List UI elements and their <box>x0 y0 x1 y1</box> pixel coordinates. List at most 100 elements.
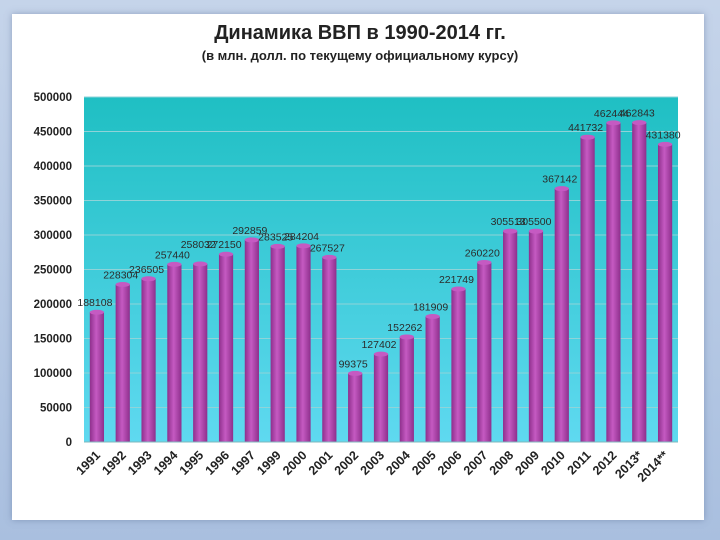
bar <box>606 122 621 443</box>
x-tick-label: 1993 <box>125 448 155 478</box>
y-tick-label: 350000 <box>34 196 72 208</box>
data-label: 441732 <box>568 122 603 134</box>
data-label: 188108 <box>77 297 112 309</box>
data-label: 462843 <box>620 108 655 120</box>
y-tick-label: 400000 <box>34 161 72 173</box>
bar <box>89 312 105 442</box>
x-tick-label: 2011 <box>565 448 594 477</box>
bar-top <box>244 237 259 243</box>
bar-top <box>373 351 389 357</box>
x-tick-label: 2009 <box>513 448 543 478</box>
bar-top <box>322 254 337 260</box>
y-tick-label: 150000 <box>34 334 72 346</box>
bar-top <box>606 120 621 126</box>
bar-top <box>503 228 518 234</box>
bar <box>503 231 518 442</box>
y-tick-label: 500000 <box>34 92 72 104</box>
data-label: 462444 <box>594 108 629 120</box>
x-tick-label: 1991 <box>73 448 103 478</box>
x-tick-label: 2007 <box>461 448 491 478</box>
x-tick-label: 1996 <box>203 448 233 478</box>
bar <box>657 144 673 443</box>
bar <box>399 336 414 442</box>
data-label: 305500 <box>516 216 551 228</box>
x-tick-label: 2005 <box>409 448 439 478</box>
data-label: 127402 <box>361 339 396 351</box>
bar-top <box>89 309 105 315</box>
x-tick-label: 2001 <box>306 448 336 478</box>
chart-subtitle: (в млн. долл. по текущему официальному к… <box>201 48 519 63</box>
data-label: 152262 <box>387 322 422 334</box>
x-tick-label: 1997 <box>228 448 258 478</box>
data-label: 257440 <box>155 249 190 261</box>
x-tick-label: 2000 <box>280 448 310 478</box>
bar-top <box>425 313 440 319</box>
bar <box>425 316 440 442</box>
x-tick-label: 2003 <box>358 448 388 478</box>
bar-top <box>580 134 595 140</box>
x-tick-label: 1994 <box>151 448 181 478</box>
data-label: 305513 <box>491 216 526 228</box>
bar-top <box>528 228 544 234</box>
bar-top <box>399 334 414 340</box>
bar <box>477 262 492 442</box>
data-label: 236505 <box>129 264 164 276</box>
bar <box>115 284 130 442</box>
bar-top <box>657 141 673 147</box>
bar-top <box>348 370 363 376</box>
y-tick-label: 100000 <box>34 368 72 380</box>
bar <box>167 264 182 442</box>
bar <box>141 278 156 442</box>
bar-top <box>296 243 311 249</box>
y-tick-label: 250000 <box>34 265 72 277</box>
bar <box>348 373 363 442</box>
data-label: 181909 <box>413 301 448 313</box>
bar <box>580 137 595 442</box>
bar <box>270 246 285 442</box>
bar-top <box>193 261 208 267</box>
bar <box>632 122 647 442</box>
data-label: 258032 <box>181 239 216 251</box>
y-tick-label: 0 <box>66 437 72 449</box>
bar <box>528 231 544 442</box>
data-label: 272150 <box>207 239 242 251</box>
bar <box>322 257 337 442</box>
data-label: 267527 <box>310 242 345 254</box>
bar <box>296 245 311 442</box>
bar <box>554 188 569 442</box>
bar-top <box>218 251 234 257</box>
data-label: 260220 <box>465 247 500 259</box>
x-tick-label: 1995 <box>177 448 207 478</box>
bar <box>373 354 389 442</box>
bar-top <box>115 281 130 287</box>
bar <box>244 239 259 442</box>
x-tick-label: 2008 <box>487 448 517 478</box>
bar <box>193 263 208 442</box>
chart-title: Динамика ВВП в 1990-2014 гг. <box>214 22 506 44</box>
bar-top <box>451 286 466 292</box>
x-tick-label: 1992 <box>99 448 129 478</box>
bar <box>451 288 466 442</box>
x-tick-label: 2006 <box>435 448 465 478</box>
data-label: 228304 <box>103 269 138 281</box>
x-tick-label: 1999 <box>254 448 284 478</box>
data-label: 221749 <box>439 274 474 286</box>
x-tick-label: 2002 <box>332 448 362 478</box>
data-label: 284204 <box>284 231 319 243</box>
bar-top <box>270 243 285 249</box>
data-label: 283525 <box>258 231 293 243</box>
bar-top <box>141 276 156 282</box>
y-tick-label: 50000 <box>40 403 72 415</box>
bar <box>218 254 234 442</box>
data-label: 99375 <box>339 358 368 370</box>
data-label: 367142 <box>542 174 577 186</box>
x-tick-label: 2010 <box>538 448 568 478</box>
x-tick-label: 2004 <box>383 448 413 478</box>
data-label: 292859 <box>232 225 267 237</box>
y-tick-label: 200000 <box>34 299 72 311</box>
data-label: 431380 <box>646 129 681 141</box>
bar-top <box>167 261 182 267</box>
bar-top <box>554 186 569 192</box>
bar-top <box>477 259 492 265</box>
